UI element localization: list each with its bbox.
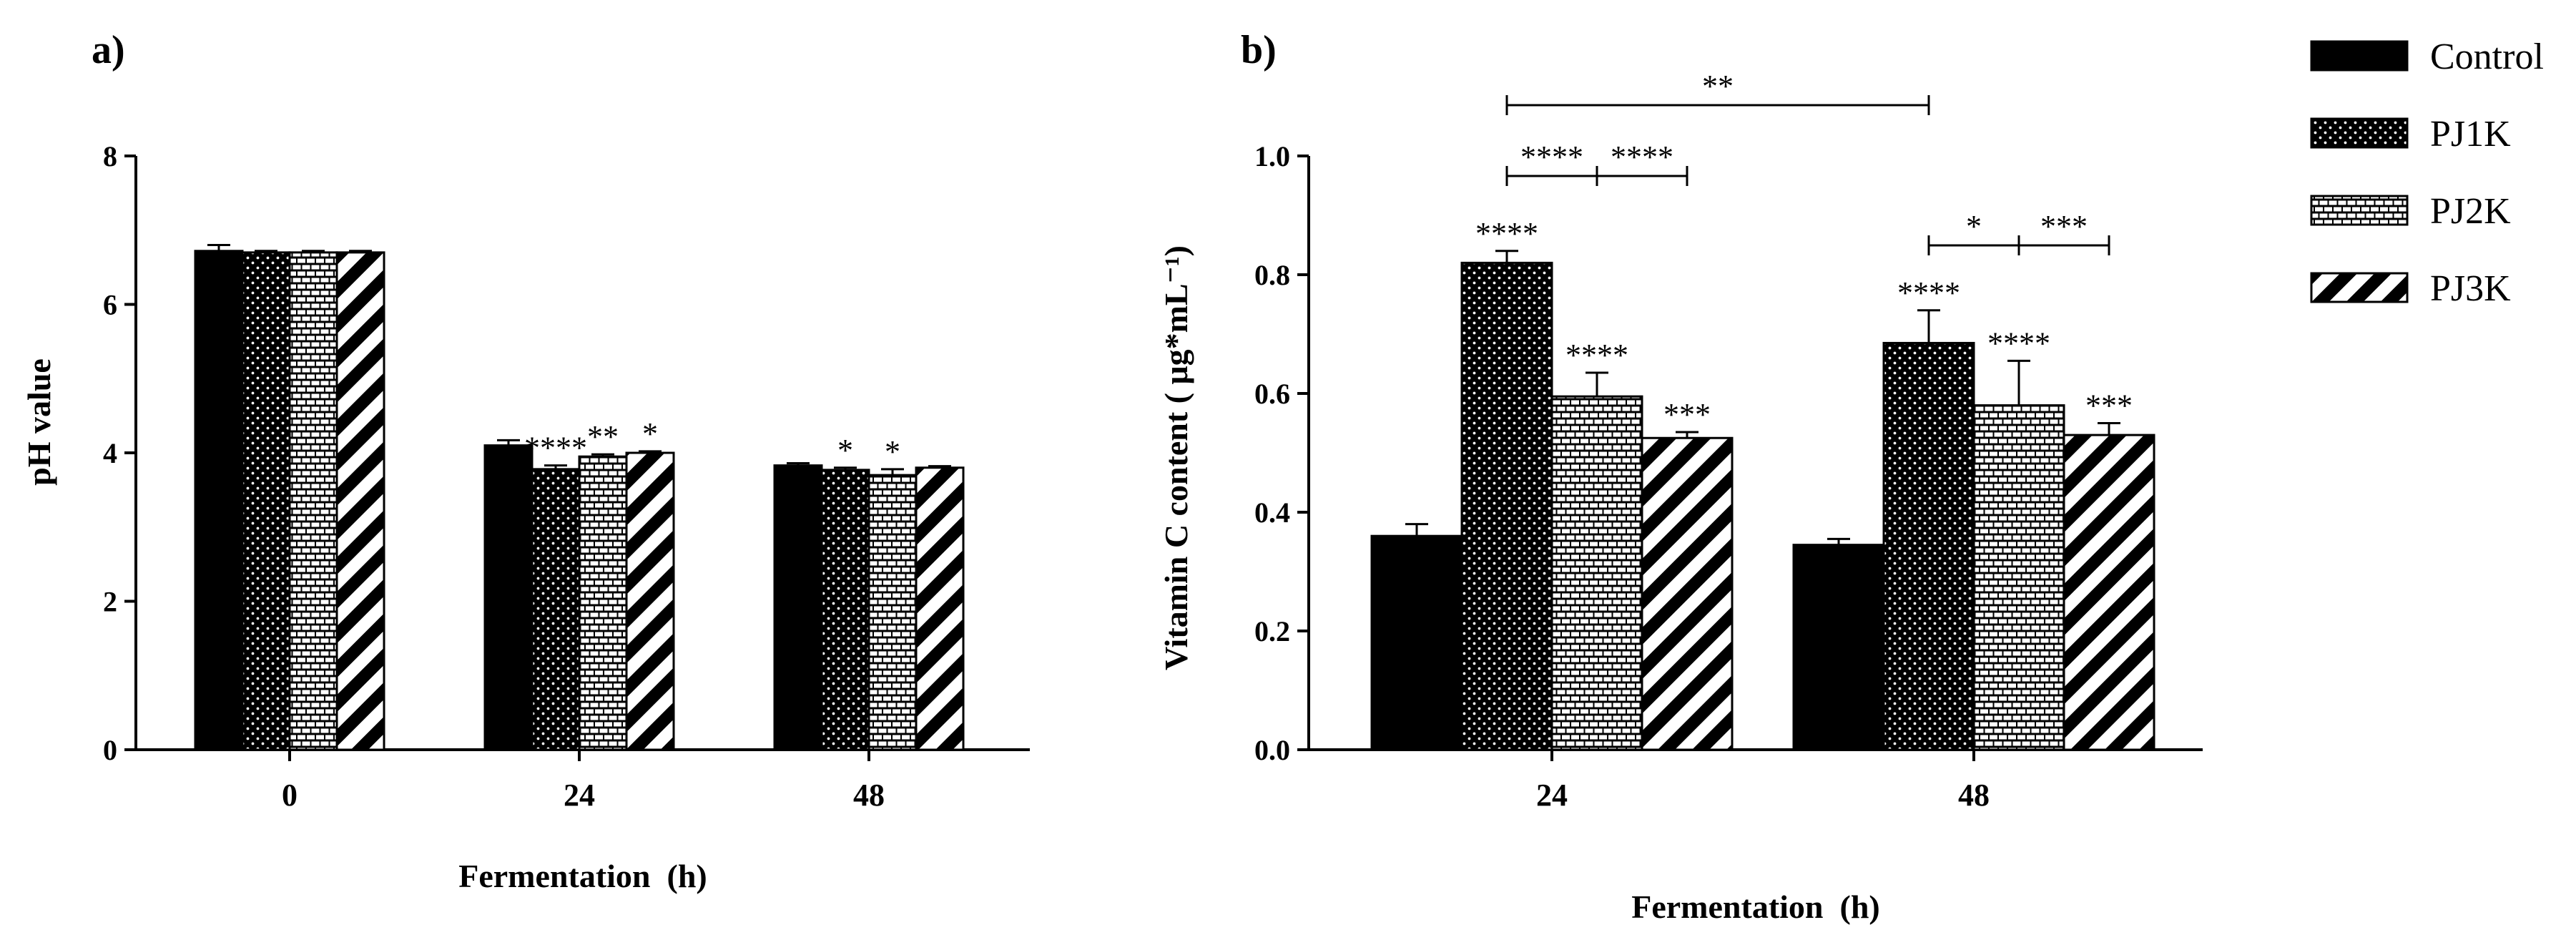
- legend-label-pj3k: PJ3K: [2430, 268, 2511, 309]
- bar-pj2k-24: [1550, 395, 1643, 751]
- panel-a-x-axis-label: Fermentation (h): [458, 858, 707, 894]
- comparison-label: **: [1702, 69, 1734, 104]
- legend-swatch-control: [2310, 40, 2409, 72]
- bar-pj1k-48: [1882, 341, 1975, 751]
- panel-a-y-axis-label: pH value: [21, 358, 57, 486]
- legend: Control PJ1K PJ2K PJ3K: [2310, 36, 2544, 309]
- bar-pj1k-0: [241, 251, 291, 751]
- y-tick-label: 0.2: [1254, 615, 1290, 647]
- x-tick-label: 0: [282, 778, 298, 813]
- comparison-label: ****: [1611, 139, 1673, 175]
- comparison-label: ***: [2040, 209, 2088, 244]
- panel-b-axes: 0.0 0.2 0.4 0.6 0.8 1.0 24 48: [1254, 140, 2203, 813]
- panel-b-x-axis-label: Fermentation (h): [1631, 889, 1879, 925]
- panel-b-vitamin-c-chart: b) 0.00.20.40.60.81.024 48 **************…: [1158, 28, 2203, 925]
- y-tick-label: 8: [103, 140, 117, 172]
- bar-pj3k-48: [915, 466, 965, 751]
- legend-label-pj2k: PJ2K: [2430, 191, 2511, 232]
- bar-control-48: [1792, 544, 1885, 751]
- bar-pj3k-24: [625, 451, 675, 751]
- y-tick-label: 1.0: [1254, 140, 1290, 172]
- bar-control-24: [483, 444, 534, 751]
- bar-pj3k-0: [335, 251, 385, 751]
- panel-a-bars: **** ** * * *: [194, 244, 965, 751]
- y-tick-label: 0.8: [1254, 259, 1290, 291]
- significance-label: *: [837, 433, 853, 468]
- bar-pj2k-0: [288, 251, 338, 751]
- comparison-label: ****: [1520, 139, 1583, 175]
- panel-label-b: b): [1241, 28, 1277, 72]
- y-tick-label: 6: [103, 289, 117, 321]
- significance-label: ****: [1987, 325, 2050, 361]
- legend-swatch-pj3k: [2310, 272, 2409, 303]
- legend-label-control: Control: [2430, 36, 2544, 77]
- panel-b-bars: **********************: [1370, 216, 2155, 751]
- significance-label: *: [642, 416, 658, 451]
- significance-label: ***: [2085, 388, 2133, 424]
- y-tick-label: 4: [103, 437, 117, 469]
- bar-pj2k-24: [578, 455, 628, 751]
- bar-pj3k-48: [2063, 434, 2155, 751]
- significance-label: **: [587, 419, 619, 454]
- x-tick-label: 24: [564, 778, 595, 813]
- bar-pj1k-24: [1460, 261, 1553, 751]
- significance-label: ****: [1897, 275, 1960, 310]
- x-tick-label: 48: [853, 778, 885, 813]
- comparison-label: *: [1966, 209, 1982, 244]
- significance-label: ***: [1663, 397, 1711, 432]
- bar-control-0: [194, 250, 244, 751]
- y-tick-label: 0.6: [1254, 378, 1290, 410]
- legend-swatch-pj1k: [2310, 117, 2409, 149]
- significance-label: ****: [1475, 216, 1538, 251]
- panel-b-y-axis-label: Vitamin C content ( μg*mL⁻¹): [1158, 245, 1194, 670]
- y-tick-label: 2: [103, 586, 117, 618]
- bar-pj2k-48: [1972, 404, 2065, 751]
- bar-control-24: [1370, 534, 1463, 751]
- panel-label-a: a): [92, 28, 125, 72]
- significance-label: ****: [524, 431, 587, 466]
- legend-swatch-pj2k: [2310, 195, 2409, 226]
- legend-label-pj1k: PJ1K: [2430, 114, 2511, 155]
- bar-pj2k-48: [867, 474, 918, 751]
- bar-pj1k-24: [531, 468, 581, 751]
- bar-pj3k-24: [1641, 436, 1734, 751]
- y-tick-label: 0.0: [1254, 734, 1290, 766]
- bar-pj1k-48: [820, 469, 870, 751]
- significance-label: ****: [1565, 338, 1628, 373]
- panel-b-comparison-brackets: ****** ***** ***: [1505, 69, 2110, 255]
- significance-label: *: [885, 434, 900, 469]
- y-tick-label: 0: [103, 734, 117, 766]
- bar-control-48: [773, 464, 823, 751]
- x-tick-label: 24: [1536, 778, 1568, 813]
- y-tick-label: 0.4: [1254, 496, 1290, 529]
- x-tick-label: 48: [1958, 778, 1990, 813]
